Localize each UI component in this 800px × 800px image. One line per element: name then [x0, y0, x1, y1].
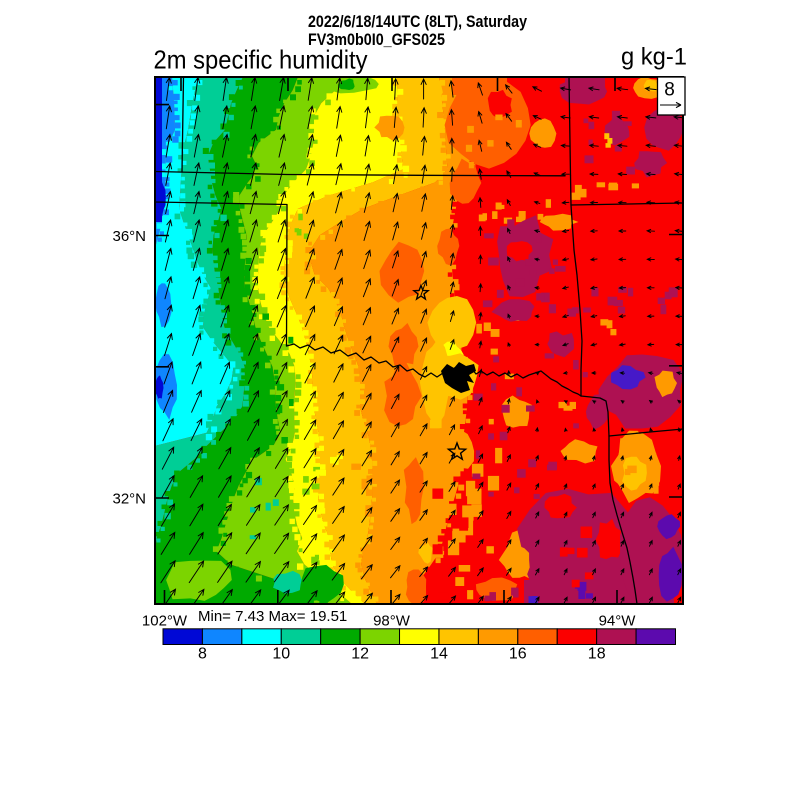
svg-text:12: 12	[351, 646, 369, 663]
svg-text:32°N: 32°N	[112, 491, 146, 508]
svg-text:10: 10	[272, 646, 290, 663]
svg-text:g kg-1: g kg-1	[621, 44, 687, 71]
svg-text:16: 16	[509, 646, 527, 663]
svg-text:94°W: 94°W	[599, 613, 637, 630]
svg-text:Min= 7.43 Max= 19.51: Min= 7.43 Max= 19.51	[198, 608, 347, 625]
svg-text:36°N: 36°N	[112, 228, 146, 245]
svg-text:98°W: 98°W	[373, 613, 411, 630]
svg-text:8: 8	[198, 646, 207, 663]
svg-text:FV3m0b0I0_GFS025: FV3m0b0I0_GFS025	[308, 30, 445, 49]
svg-text:14: 14	[430, 646, 448, 663]
svg-text:2022/6/18/14UTC (8LT), Saturda: 2022/6/18/14UTC (8LT), Saturday	[308, 12, 527, 31]
svg-text:18: 18	[588, 646, 606, 663]
svg-text:8: 8	[664, 80, 675, 101]
svg-text:102°W: 102°W	[142, 613, 188, 630]
svg-text:2m specific humidity: 2m specific humidity	[154, 45, 368, 75]
